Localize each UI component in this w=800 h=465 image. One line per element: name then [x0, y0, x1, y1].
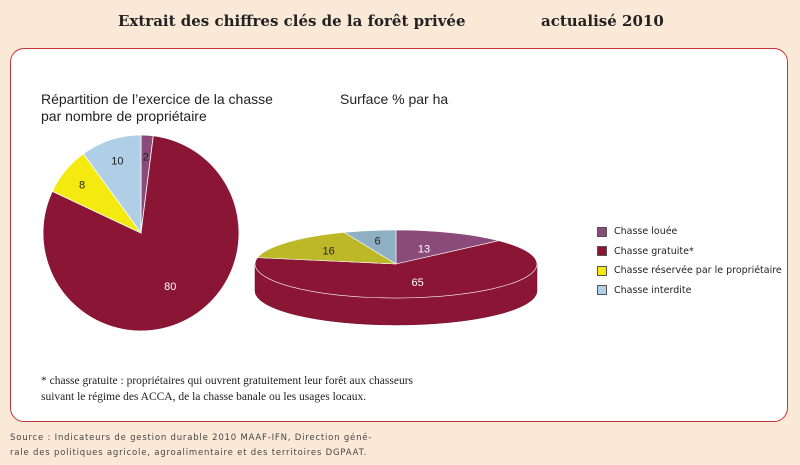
pie1-label-louee: 2	[143, 152, 149, 164]
pie1-label-gratuite: 80	[164, 281, 176, 293]
pie2-label-louee: 13	[418, 243, 430, 255]
page-title: Extrait des chiffres clés de la forêt pr…	[118, 12, 466, 30]
legend-item-interdite: Chasse interdite	[597, 281, 782, 301]
legend-item-gratuite: Chasse gratuite*	[597, 242, 782, 262]
pie1-title: Répartition de l’exercice de la chasse p…	[41, 91, 301, 125]
legend-swatch	[597, 226, 607, 237]
pie2-label-interdite: 6	[374, 236, 380, 248]
legend-item-reservee: Chasse réservée par le propriétaire	[597, 261, 782, 281]
pie2-slice-interdite	[343, 229, 397, 265]
pie2-title: Surface % par ha	[340, 91, 449, 107]
pie1-title-line2: par nombre de propriétaire	[41, 108, 207, 124]
pie1-label-reservee: 8	[79, 179, 85, 191]
legend-item-louee: Chasse louée	[597, 222, 782, 242]
pie2-slice-reservee	[256, 232, 397, 265]
legend: Chasse louée Chasse gratuite* Chasse rés…	[597, 222, 782, 300]
pie2-slice-louee	[395, 229, 499, 265]
legend-label: Chasse gratuite*	[614, 245, 694, 257]
pie2-slice-gratuite	[254, 240, 538, 299]
legend-label: Chasse réservée par le propriétaire	[614, 265, 782, 277]
pie1-slice-interdite	[82, 134, 142, 235]
legend-swatch	[597, 246, 607, 257]
footnote-line1: * chasse gratuite : propriétaires qui ou…	[41, 375, 414, 387]
source-note: Source : Indicateurs de gestion durable …	[10, 431, 372, 461]
pie2-label-gratuite: 65	[412, 277, 424, 289]
pie1-title-line1: Répartition de l’exercice de la chasse	[41, 91, 273, 107]
source-line1: Source : Indicateurs de gestion durable …	[10, 433, 373, 443]
legend-swatch	[597, 285, 607, 296]
pie1-label-interdite: 10	[111, 155, 123, 167]
footnote-line2: suivant le régime des ACCA, de la chasse…	[41, 391, 367, 403]
legend-swatch	[597, 265, 607, 276]
source-line2: rale des politiques agricole, agroalimen…	[10, 448, 368, 458]
legend-label: Chasse louée	[614, 226, 678, 238]
update-date: actualisé 2010	[541, 12, 664, 30]
pie2-label-reservee: 16	[323, 246, 335, 258]
legend-label: Chasse interdite	[614, 284, 692, 296]
footnote: * chasse gratuite : propriétaires qui ou…	[41, 373, 413, 405]
